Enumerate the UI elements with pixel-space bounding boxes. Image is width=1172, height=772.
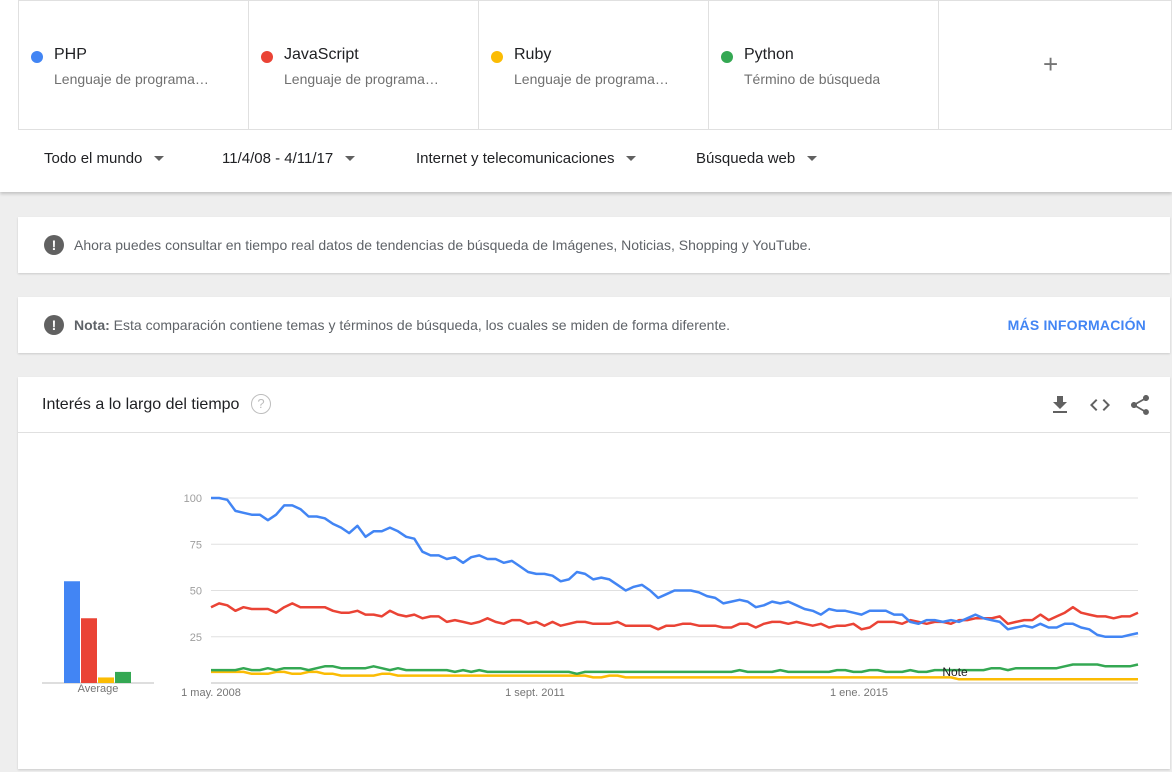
average-bar-python[interactable] [115,671,131,683]
add-term-button[interactable]: + [938,1,1172,129]
x-axis-ticks: 1 may. 2008 1 sept. 2011 1 ene. 2015 [181,687,888,699]
info-icon: ! [44,315,64,335]
category-label: Internet y telecomunicaciones [416,150,615,167]
info-icon: ! [44,235,64,255]
caret-down-icon [345,156,356,161]
caret-down-icon [807,156,818,161]
series-line-ruby[interactable] [211,670,1138,681]
y-tick-label: 50 [190,586,202,598]
x-tick-label: 1 sept. 2011 [505,687,565,699]
x-tick-label: 1 may. 2008 [181,687,241,699]
region-dropdown[interactable]: Todo el mundo [44,150,165,167]
caret-down-icon [626,156,637,161]
region-label: Todo el mundo [44,150,143,167]
header-panel: PHP Lenguaje de programa… JavaScript Len… [0,0,1172,192]
average-bar-javascript[interactable] [81,618,97,683]
embed-code-icon[interactable] [1088,393,1112,417]
term-name: Python [744,46,794,63]
x-tick-label: 1 ene. 2015 [830,687,888,699]
filter-bar: Todo el mundo 11/4/08 - 4/11/17 Internet… [0,128,1172,192]
plus-icon: + [1043,49,1059,79]
date-range-dropdown[interactable]: 11/4/08 - 4/11/17 [222,150,356,167]
series-line-javascript[interactable] [210,602,1139,631]
y-tick-label: 75 [190,539,202,551]
series-line-php[interactable] [211,496,1139,639]
term-card-php[interactable]: PHP Lenguaje de programa… [18,1,248,129]
banner-text: Ahora puedes consultar en tiempo real da… [74,237,812,253]
caret-down-icon [154,156,165,161]
term-type: Lenguaje de programa… [54,71,209,87]
share-icon[interactable] [1128,393,1152,417]
interest-chart: Average 100 75 50 25 1 may. 2008 1 sept. 201… [42,493,1139,699]
series-lines [210,496,1139,681]
color-dot-icon [491,51,503,63]
color-dot-icon [721,51,733,63]
more-info-link[interactable]: MÁS INFORMACIÓN [1007,317,1146,333]
term-type: Lenguaje de programa… [284,71,439,87]
term-name: JavaScript [284,46,359,63]
average-bars [42,581,154,684]
term-type: Lenguaje de programa… [514,71,669,87]
color-dot-icon [31,51,43,63]
term-card-ruby[interactable]: Ruby Lenguaje de programa… [478,1,708,129]
search-type-dropdown[interactable]: Búsqueda web [696,150,818,167]
date-range-label: 11/4/08 - 4/11/17 [222,150,334,167]
term-name: Ruby [514,46,552,63]
y-tick-label: 100 [184,493,202,505]
note-text: Esta comparación contiene temas y términ… [113,317,731,333]
term-card-javascript[interactable]: JavaScript Lenguaje de programa… [248,1,478,129]
average-bar-ruby[interactable] [98,677,114,683]
color-dot-icon [261,51,273,63]
average-bar-php[interactable] [64,581,80,683]
term-comparison-bar: PHP Lenguaje de programa… JavaScript Len… [18,0,1172,130]
download-icon[interactable] [1048,393,1072,417]
y-tick-label: 25 [190,632,202,644]
help-icon[interactable]: ? [251,394,271,414]
search-type-label: Búsqueda web [696,150,796,167]
note-label: Nota: [74,317,110,333]
chart-header: Interés a lo largo del tiempo ? [18,377,1170,433]
banner-text: Nota: Esta comparación contiene temas y … [74,317,730,333]
term-name: PHP [54,46,87,63]
note-banner: ! Nota: Esta comparación contiene temas … [18,297,1170,353]
average-label: Average [78,683,119,695]
series-line-python[interactable] [211,663,1139,676]
category-dropdown[interactable]: Internet y telecomunicaciones [416,150,637,167]
chart-title: Interés a lo largo del tiempo [42,396,240,413]
term-type: Término de búsqueda [744,71,881,87]
note-marker[interactable]: Note [942,665,968,679]
term-card-python[interactable]: Python Término de búsqueda [708,1,938,129]
realtime-info-banner: ! Ahora puedes consultar en tiempo real … [18,217,1170,273]
interest-over-time-card: Interés a lo largo del tiempo ? Average … [18,377,1170,769]
chart-grid: 100 75 50 25 [184,493,1138,684]
